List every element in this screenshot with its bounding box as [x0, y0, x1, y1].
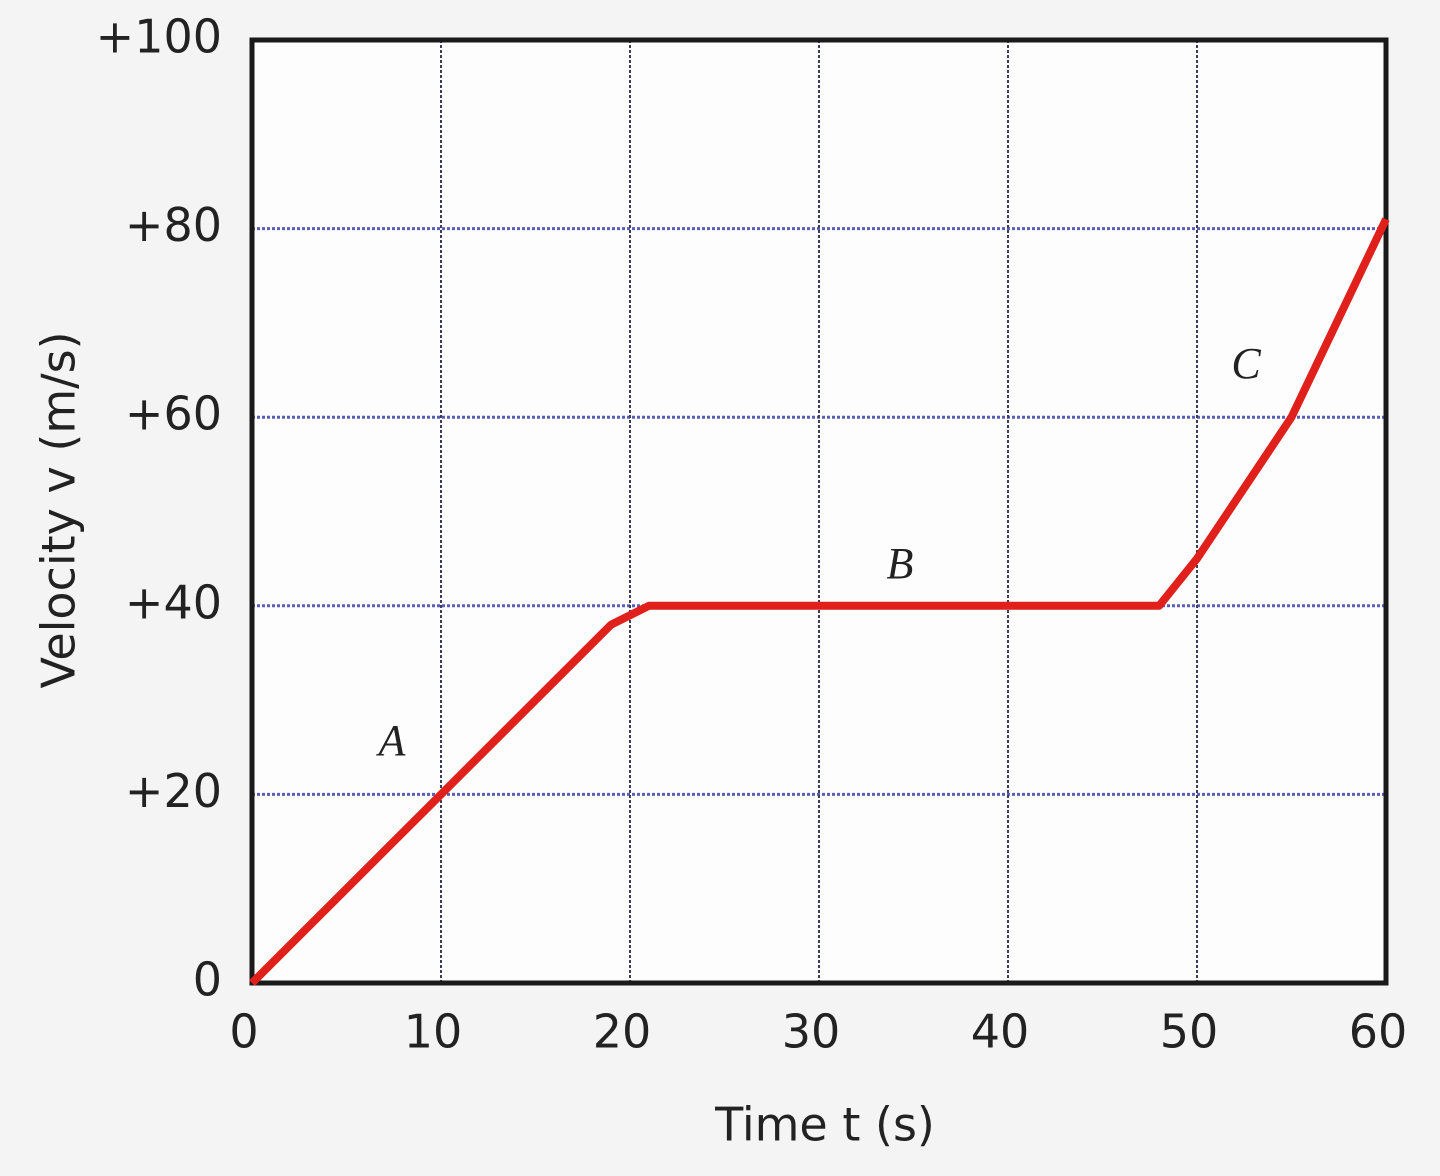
y-tick-label: 0	[193, 953, 222, 1007]
y-axis-label: Velocity v (m/s)	[32, 331, 86, 688]
y-tick-label: +40	[125, 575, 222, 629]
segment-label: B	[887, 539, 914, 588]
data-line	[249, 217, 1390, 986]
segment-label: C	[1231, 339, 1261, 388]
plot-frame	[249, 37, 1389, 986]
segment-label: A	[376, 716, 407, 765]
x-tick-label: 60	[1349, 1005, 1408, 1059]
y-tick-label: +20	[125, 764, 222, 818]
x-tick-label: 50	[1160, 1005, 1219, 1059]
y-tick-label: +100	[96, 10, 222, 64]
x-tick-label: 10	[404, 1005, 463, 1059]
y-tick-label: +60	[125, 387, 222, 441]
x-tick-label: 20	[593, 1005, 652, 1059]
x-tick-label: 0	[229, 1005, 258, 1059]
x-tick-label: 30	[782, 1005, 841, 1059]
x-tick-label: 40	[971, 1005, 1030, 1059]
x-axis-label: Time t (s)	[714, 1098, 935, 1152]
y-tick-label: +80	[125, 198, 222, 252]
